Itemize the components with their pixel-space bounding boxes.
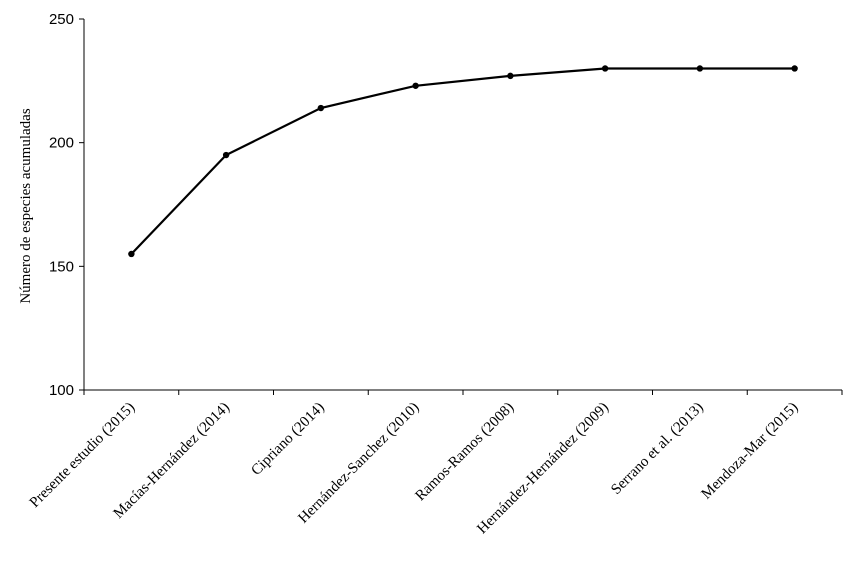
y-tick-label: 150 bbox=[49, 258, 74, 275]
y-tick-label: 100 bbox=[49, 382, 74, 399]
x-tick-label: Presente estudio (2015) bbox=[27, 400, 138, 511]
y-tick-label: 250 bbox=[49, 11, 74, 28]
x-tick-label: Mendoza-Mar (2015) bbox=[699, 400, 802, 503]
data-point bbox=[791, 65, 798, 72]
data-point bbox=[601, 65, 609, 72]
data-point bbox=[696, 65, 704, 72]
data-point bbox=[507, 72, 514, 80]
data-point bbox=[412, 82, 419, 89]
data-point bbox=[317, 104, 325, 112]
data-point bbox=[128, 250, 135, 258]
y-axis: 100 150 200 250 bbox=[49, 11, 85, 399]
x-tick-label: Cipriano (2014) bbox=[248, 400, 327, 479]
x-axis: Presente estudio (2015)Macías-Hernández … bbox=[27, 389, 843, 537]
series-line bbox=[130, 67, 795, 255]
x-tick-label: Serrano et al. (2013) bbox=[608, 400, 706, 498]
y-axis-title: Número de especies acumuladas bbox=[18, 108, 34, 303]
x-tick-label: Ramos-Ramos (2008) bbox=[412, 400, 517, 505]
plot-area bbox=[128, 65, 798, 258]
y-tick-label: 200 bbox=[49, 135, 74, 152]
data-point bbox=[222, 151, 230, 159]
